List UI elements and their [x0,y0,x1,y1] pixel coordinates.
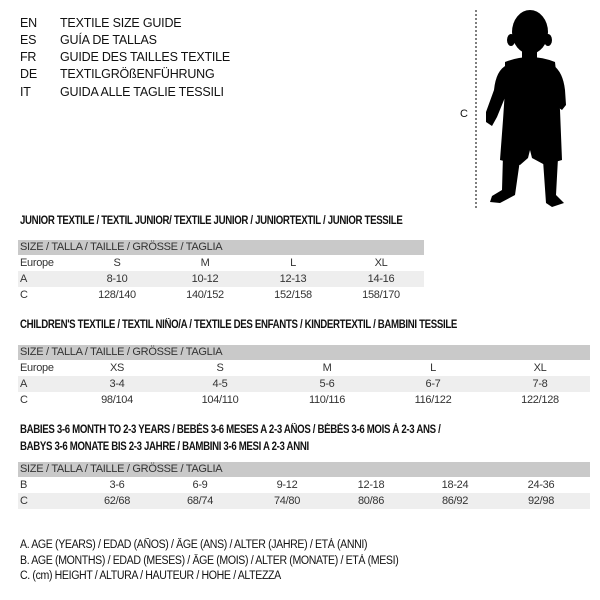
babies-size-table: SIZE / TALLA / TAILLE / GRÖSSE / TAGLIA B… [18,462,590,509]
children-size-table: SIZE / TALLA / TAILLE / GRÖSSE / TAGLIA E… [18,345,590,408]
lang-title: TEXTILGRÖßENFÜHRUNG [60,67,215,81]
table-cell: 80/86 [357,495,385,507]
table-cell: 122/128 [521,394,559,406]
table-cell: 3-6 [109,479,125,491]
table-cell: 140/152 [186,289,224,301]
lang-en: EN TEXTILE SIZE GUIDE [20,16,440,32]
table-header: SIZE / TALLA / TAILLE / GRÖSSE / TAGLIA [18,345,590,360]
junior-size-table: SIZE / TALLA / TAILLE / GRÖSSE / TAGLIA E… [18,240,424,303]
row-label: A [20,378,28,390]
table-cell: XL [533,362,547,374]
table-cell: 6-9 [192,479,208,491]
table-cell: 98/104 [101,394,133,406]
table-cell: 9-12 [276,479,298,491]
table-row: Europe XS S M L XL [18,360,590,376]
row-label: B [20,479,28,491]
lang-title: TEXTILE SIZE GUIDE [60,16,182,30]
table-cell: S [113,257,121,269]
babies-title-line2: BABYS 3-6 MONATE BIS 2-3 JAHRE / BAMBINI… [20,441,309,453]
table-cell: 12-18 [357,479,385,491]
table-cell: 18-24 [441,479,469,491]
table-cell: L [430,362,436,374]
table-cell: 12-13 [279,273,307,285]
table-cell: 110/116 [308,394,346,406]
row-label: Europe [20,257,54,269]
table-cell: 8-10 [106,273,128,285]
lang-code: DE [20,67,37,81]
table-cell: 116/122 [414,394,452,406]
table-cell: 92/98 [527,495,555,507]
lang-fr: FR GUIDE DES TAILLES TEXTILE [20,50,440,66]
children-title: CHILDREN'S TEXTILE / TEXTIL NIÑO/A / TEX… [20,319,458,331]
table-row: C 62/68 68/74 74/80 80/86 86/92 92/98 [18,493,590,509]
babies-title: BABIES 3-6 MONTH TO 2-3 YEARS / BEBÉS 3-… [20,424,441,436]
table-cell: S [216,362,224,374]
table-cell: 104/110 [201,394,239,406]
table-cell: XS [109,362,125,374]
table-cell: 158/170 [362,289,400,301]
table-cell: 4-5 [212,378,228,390]
row-label: A [20,273,28,285]
lang-code: IT [20,85,31,99]
child-silhouette-icon [475,10,566,208]
table-cell: XL [374,257,388,269]
table-cell: 152/158 [274,289,312,301]
table-cell: 10-12 [191,273,219,285]
lang-title: GUIDE DES TAILLES TEXTILE [60,50,231,64]
lang-code: FR [20,50,37,64]
table-row: Europe S M L XL [18,255,424,271]
lang-it: IT GUIDA ALLE TAGLIE TESSILI [20,85,440,101]
table-header: SIZE / TALLA / TAILLE / GRÖSSE / TAGLIA [18,240,424,255]
legend-a: A. AGE (YEARS) / EDAD (AÑOS) / ÂGE (ANS)… [20,539,368,551]
lang-code: EN [20,16,37,30]
row-label: C [20,495,28,507]
table-cell: 24-36 [527,479,555,491]
lang-es: ES GUÍA DE TALLAS [20,33,440,49]
table-cell: 7-8 [532,378,548,390]
table-cell: 5-6 [319,378,335,390]
table-row: A 8-10 10-12 12-13 14-16 [18,271,424,287]
table-cell: 62/68 [103,495,131,507]
legend-b: B. AGE (MONTHS) / EDAD (MESES) / ÂGE (MO… [20,555,399,567]
table-cell: 128/140 [98,289,136,301]
table-cell: 68/74 [186,495,214,507]
table-row: A 3-4 4-5 5-6 6-7 7-8 [18,376,590,392]
junior-title: JUNIOR TEXTILE / TEXTIL JUNIOR/ TEXTILE … [20,215,403,227]
table-row: C 128/140 140/152 152/158 158/170 [18,287,424,303]
table-cell: M [322,362,332,374]
row-label: C [20,289,28,301]
lang-code: ES [20,33,37,47]
table-cell: L [290,257,296,269]
table-cell: M [200,257,210,269]
table-cell: 14-16 [367,273,395,285]
table-cell: 3-4 [109,378,125,390]
lang-title: GUIDA ALLE TAGLIE TESSILI [60,85,224,99]
table-row: B 3-6 6-9 9-12 12-18 18-24 24-36 [18,477,590,493]
table-row: C 98/104 104/110 110/116 116/122 122/128 [18,392,590,408]
table-cell: 6-7 [425,378,441,390]
table-cell: 86/92 [441,495,469,507]
table-header: SIZE / TALLA / TAILLE / GRÖSSE / TAGLIA [18,462,590,477]
lang-title: GUÍA DE TALLAS [60,33,157,47]
height-measure-label: C [460,108,468,120]
legend-c: C. (cm) HEIGHT / ALTURA / HAUTEUR / HÖHE… [20,570,281,582]
lang-de: DE TEXTILGRÖßENFÜHRUNG [20,67,440,83]
table-cell: 74/80 [273,495,301,507]
row-label: C [20,394,28,406]
row-label: Europe [20,362,54,374]
